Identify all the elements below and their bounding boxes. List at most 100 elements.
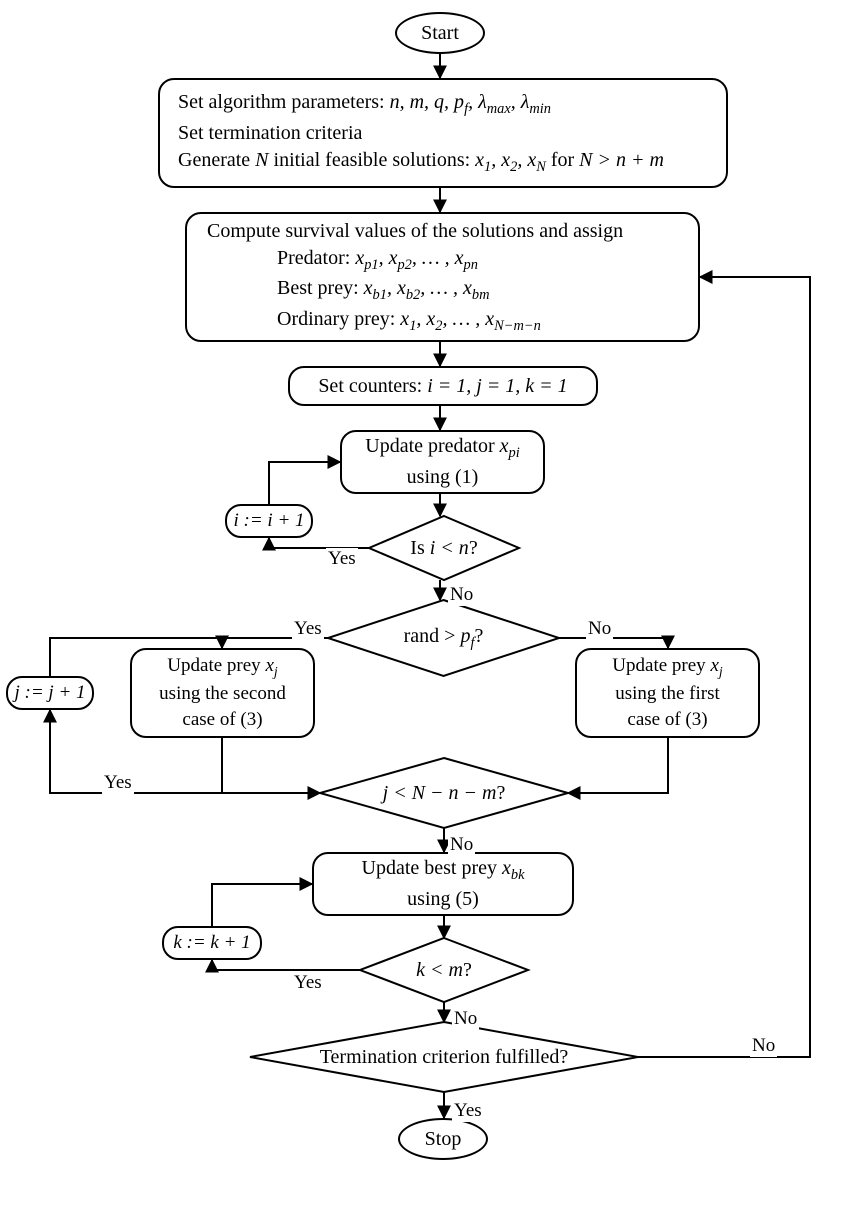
upd-best-a: Update best prey — [362, 857, 503, 879]
d-term-label: Termination criterion fulfilled? — [320, 1045, 569, 1070]
d-i-b: i < n — [430, 537, 469, 559]
d-j-b: ? — [496, 782, 505, 804]
params-l1-b: n, m, q, p — [390, 91, 464, 113]
params-l1-d: , λ — [511, 91, 530, 113]
params-l3-h: N > n + m — [579, 149, 664, 171]
sub-b1: b1 — [373, 287, 387, 303]
compute-l3-c: , x — [387, 277, 406, 299]
compute-l2: Predator: xp1, xp2, … , xpn — [207, 245, 478, 275]
d-i-a: Is — [410, 537, 429, 559]
upd-prey-l-l2: using the second — [159, 681, 286, 707]
counters-b: i = 1, j = 1, k = 1 — [427, 375, 567, 397]
compute-l4-b: x — [400, 308, 409, 330]
start-label: Start — [421, 20, 459, 47]
upd-best-l2: using (5) — [407, 886, 479, 913]
upd-pred-a: Update predator — [365, 435, 499, 457]
inc-i-node: i := i + 1 — [225, 504, 313, 538]
compute-l3-a: Best prey: — [277, 277, 364, 299]
compute-l4-c: , x — [416, 308, 435, 330]
params-l3-g: for — [546, 149, 579, 171]
upd-best-l1: Update best prey xbk — [362, 855, 525, 885]
upd-prey-r-b: x — [710, 655, 718, 676]
sub-min: min — [529, 101, 551, 117]
upd-pred-l1: Update predator xpi — [365, 433, 519, 463]
edge-label-no: No — [750, 1035, 777, 1057]
sub-p2: p2 — [397, 257, 411, 273]
sub-j-l: j — [274, 664, 278, 679]
compute-l2-b: x — [355, 247, 364, 269]
decision-j-node: j < N − n − m? — [320, 758, 568, 828]
d-pf-b: p — [460, 625, 470, 647]
params-node: Set algorithm parameters: n, m, q, pf, λ… — [158, 78, 728, 188]
params-l3-b: N — [255, 149, 268, 171]
d-pf-a: rand > — [404, 625, 461, 647]
edge-label-yes: Yes — [452, 1100, 484, 1122]
params-l3-a: Generate — [178, 149, 255, 171]
counters-a: Set counters: — [318, 375, 427, 397]
sub-Nmn: N−m−n — [494, 318, 541, 334]
update-best-node: Update best prey xbk using (5) — [312, 852, 574, 916]
edge-label-no: No — [452, 1008, 479, 1030]
inc-i-label: i := i + 1 — [233, 508, 304, 534]
sub-b2: b2 — [406, 287, 420, 303]
compute-l4-d: , … , x — [442, 308, 494, 330]
upd-prey-r-a: Update prey — [612, 655, 710, 676]
sub-bm: bm — [472, 287, 490, 303]
params-line3: Generate N initial feasible solutions: x… — [178, 147, 664, 177]
inc-k-label: k := k + 1 — [173, 930, 250, 956]
params-l3-f: , x — [517, 149, 536, 171]
compute-l3-d: , … , x — [420, 277, 472, 299]
sub-pi: pi — [509, 445, 520, 461]
compute-node: Compute survival values of the solutions… — [185, 212, 700, 342]
d-k-label: k < m? — [416, 958, 472, 983]
upd-prey-r-l3: case of (3) — [627, 707, 707, 733]
compute-l3-b: x — [364, 277, 373, 299]
edge-label-yes: Yes — [292, 618, 324, 640]
sub-N-a: N — [536, 159, 546, 175]
params-l1-a: Set algorithm parameters: — [178, 91, 390, 113]
inc-k-node: k := k + 1 — [162, 926, 262, 960]
edge-label-yes: Yes — [326, 548, 358, 570]
params-l3-d: x — [475, 149, 484, 171]
compute-l3: Best prey: xb1, xb2, … , xbm — [207, 275, 489, 305]
params-l3-e: , x — [491, 149, 510, 171]
d-i-label: Is i < n? — [410, 536, 477, 561]
compute-l2-a: Predator: — [277, 247, 355, 269]
params-line1: Set algorithm parameters: n, m, q, pf, λ… — [178, 89, 551, 119]
compute-l1: Compute survival values of the solutions… — [207, 218, 623, 245]
d-j-label: j < N − n − m? — [383, 781, 506, 806]
params-l3-c: initial feasible solutions: — [269, 149, 476, 171]
decision-pf-node: rand > pf? — [328, 600, 559, 676]
compute-l2-c: , x — [379, 247, 398, 269]
params-line2: Set termination criteria — [178, 120, 362, 147]
compute-l4: Ordinary prey: x1, x2, … , xN−m−n — [207, 306, 541, 336]
compute-l4-a: Ordinary prey: — [277, 308, 400, 330]
update-prey-right-node: Update prey xj using the first case of (… — [575, 648, 760, 738]
edge-label-yes: Yes — [292, 972, 324, 994]
d-k-b: ? — [463, 959, 472, 981]
sub-max: max — [487, 101, 511, 117]
upd-prey-l-a: Update prey — [167, 655, 265, 676]
decision-i-node: Is i < n? — [369, 516, 519, 580]
upd-prey-l-l3: case of (3) — [182, 707, 262, 733]
compute-l2-d: , … , x — [412, 247, 464, 269]
update-predator-node: Update predator xpi using (1) — [340, 430, 545, 494]
sub-pn: pn — [464, 257, 478, 273]
counters-text: Set counters: i = 1, j = 1, k = 1 — [318, 373, 567, 400]
counters-node: Set counters: i = 1, j = 1, k = 1 — [288, 366, 598, 406]
upd-prey-l-l1: Update prey xj — [167, 653, 277, 681]
upd-prey-r-l2: using the first — [615, 681, 720, 707]
update-prey-left-node: Update prey xj using the second case of … — [130, 648, 315, 738]
decision-k-node: k < m? — [360, 938, 528, 1002]
edge-label-no: No — [448, 834, 475, 856]
stop-node: Stop — [398, 1118, 488, 1160]
start-node: Start — [395, 12, 485, 54]
upd-prey-r-l1: Update prey xj — [612, 653, 722, 681]
sub-j-r: j — [719, 664, 723, 679]
sub-p1: p1 — [364, 257, 378, 273]
inc-j-node: j := j + 1 — [6, 676, 94, 710]
edge-label-no: No — [448, 584, 475, 606]
sub-bk: bk — [511, 867, 525, 883]
d-k-a: k < m — [416, 959, 463, 981]
upd-pred-b: x — [500, 435, 509, 457]
